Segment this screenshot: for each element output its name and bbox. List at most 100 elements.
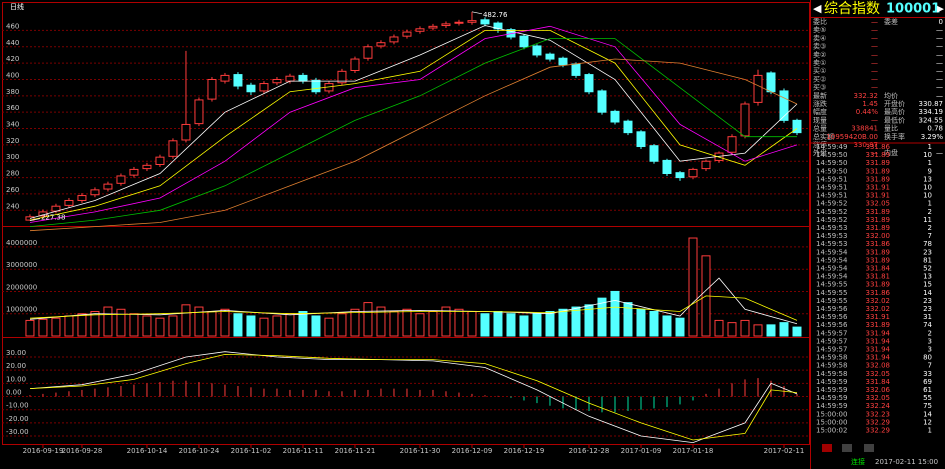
trade-cell: 14:59:51 bbox=[816, 175, 847, 183]
trade-cell: 14:59:59 bbox=[816, 394, 847, 402]
trade-cell: 331.86 bbox=[866, 143, 891, 151]
candle-body bbox=[467, 20, 477, 23]
y-tick-label: 400 bbox=[6, 71, 19, 79]
y-tick-label: 340 bbox=[6, 121, 19, 129]
trade-cell: 332.05 bbox=[866, 394, 891, 402]
volume-bar bbox=[402, 308, 412, 337]
quote-cell: — bbox=[871, 75, 878, 83]
candle-body bbox=[636, 131, 646, 148]
trade-cell: 2 bbox=[928, 224, 932, 232]
candle-body bbox=[90, 189, 100, 196]
candle-body bbox=[246, 84, 256, 93]
y-tick-label: 440 bbox=[6, 39, 19, 47]
trade-cell: 14:59:54 bbox=[816, 265, 848, 273]
candle-body bbox=[532, 45, 542, 56]
trade-cell: 1 bbox=[928, 427, 932, 435]
candle-body bbox=[376, 42, 386, 47]
volume-bar bbox=[298, 311, 308, 337]
candle-body bbox=[311, 79, 321, 93]
candle-body bbox=[337, 70, 347, 84]
trade-cell: 14:59:54 bbox=[816, 273, 848, 281]
datetime: 2017-02-11 15:00 bbox=[875, 458, 938, 466]
quote-cell: — bbox=[871, 26, 878, 34]
quote-cell: 开盘价 bbox=[884, 99, 905, 108]
trade-cell: 332.08 bbox=[866, 362, 891, 370]
trade-cell: 331.84 bbox=[866, 265, 891, 273]
y-tick-label: 1000000 bbox=[6, 306, 37, 314]
trade-cell: 331.89 bbox=[866, 159, 891, 167]
trade-cell: 1 bbox=[928, 143, 932, 151]
trade-cell: 332.05 bbox=[866, 200, 891, 208]
trade-cell: 14:59:50 bbox=[816, 159, 847, 167]
trade-cell: 3 bbox=[928, 337, 932, 345]
candle-body bbox=[597, 90, 607, 113]
candle-body bbox=[454, 21, 464, 24]
trade-cell: 52 bbox=[923, 265, 932, 273]
volume-bar bbox=[766, 324, 776, 337]
trade-cell: 331.89 bbox=[866, 167, 891, 175]
candle-body bbox=[181, 123, 191, 141]
indicator-line bbox=[29, 353, 798, 441]
tab[interactable] bbox=[822, 444, 832, 452]
quote-cell: 买① bbox=[813, 67, 826, 75]
quote-cell: — bbox=[936, 51, 943, 59]
trade-cell: 14 bbox=[923, 410, 932, 418]
candle-body bbox=[285, 75, 295, 82]
trade-cell: 15:00:00 bbox=[816, 418, 847, 426]
trade-cell: 331.94 bbox=[866, 329, 891, 337]
quote-cell: 委差 bbox=[884, 17, 898, 26]
candle-body bbox=[168, 140, 178, 157]
trade-cell: 14:59:51 bbox=[816, 184, 847, 192]
volume-bar bbox=[64, 315, 74, 337]
candle-body bbox=[766, 72, 776, 93]
candle-body bbox=[389, 36, 399, 43]
trade-cell: 331.89 bbox=[866, 175, 891, 183]
y-tick-label: 240 bbox=[6, 202, 19, 210]
prev-arrow[interactable]: ◀ bbox=[813, 2, 822, 15]
candle-body bbox=[64, 199, 74, 206]
volume-bar bbox=[272, 315, 282, 337]
volume-bar bbox=[311, 315, 321, 337]
trade-cell: 14:59:55 bbox=[816, 281, 847, 289]
trade-cell: 14:59:55 bbox=[816, 289, 847, 297]
quote-cell: 最高价 bbox=[884, 107, 905, 116]
trade-cell: 331.84 bbox=[866, 378, 891, 386]
quote-cell: — bbox=[871, 84, 878, 92]
quote-cell: — bbox=[936, 84, 943, 92]
y-tick-label: 260 bbox=[6, 186, 19, 194]
trade-cell: 331.89 bbox=[866, 208, 891, 216]
trade-cell: 332.06 bbox=[866, 386, 891, 394]
volume-bar bbox=[90, 311, 100, 337]
volume-bar bbox=[207, 311, 217, 337]
x-tick-label: 2016-12-09 bbox=[452, 447, 493, 455]
x-tick-label: 2016-10-24 bbox=[179, 447, 220, 455]
y-tick-label: 2000000 bbox=[6, 283, 37, 291]
trade-cell: 14:59:57 bbox=[816, 337, 847, 345]
next-arrow[interactable]: ▶ bbox=[937, 5, 944, 15]
volume-bar bbox=[246, 315, 256, 337]
trade-cell: 14:59:56 bbox=[816, 321, 848, 329]
volume-bar bbox=[25, 319, 35, 337]
quote-cell: 324.55 bbox=[919, 116, 944, 124]
quote-cell: 总量 bbox=[813, 124, 827, 133]
volume-bar bbox=[740, 319, 750, 337]
candle-body bbox=[25, 216, 35, 221]
trade-cell: 10 bbox=[923, 184, 932, 192]
y-tick-label: 360 bbox=[6, 104, 19, 112]
trade-cell: 14:59:52 bbox=[816, 208, 847, 216]
tab[interactable] bbox=[864, 444, 874, 452]
volume-bar bbox=[363, 302, 373, 337]
indicator-line bbox=[29, 58, 798, 232]
indicator-line bbox=[29, 29, 798, 221]
quote-cell: 0 bbox=[939, 18, 943, 26]
trade-cell: 74 bbox=[923, 321, 932, 329]
tab[interactable] bbox=[842, 444, 852, 452]
y-tick-label: 20.00 bbox=[6, 362, 26, 370]
volume-bar bbox=[506, 313, 516, 337]
volume-bar bbox=[428, 311, 438, 337]
volume-bar bbox=[337, 313, 347, 337]
trade-cell: 69 bbox=[923, 378, 932, 386]
candle-body bbox=[77, 195, 87, 201]
candle-body bbox=[350, 58, 360, 71]
volume-bar bbox=[662, 315, 672, 337]
